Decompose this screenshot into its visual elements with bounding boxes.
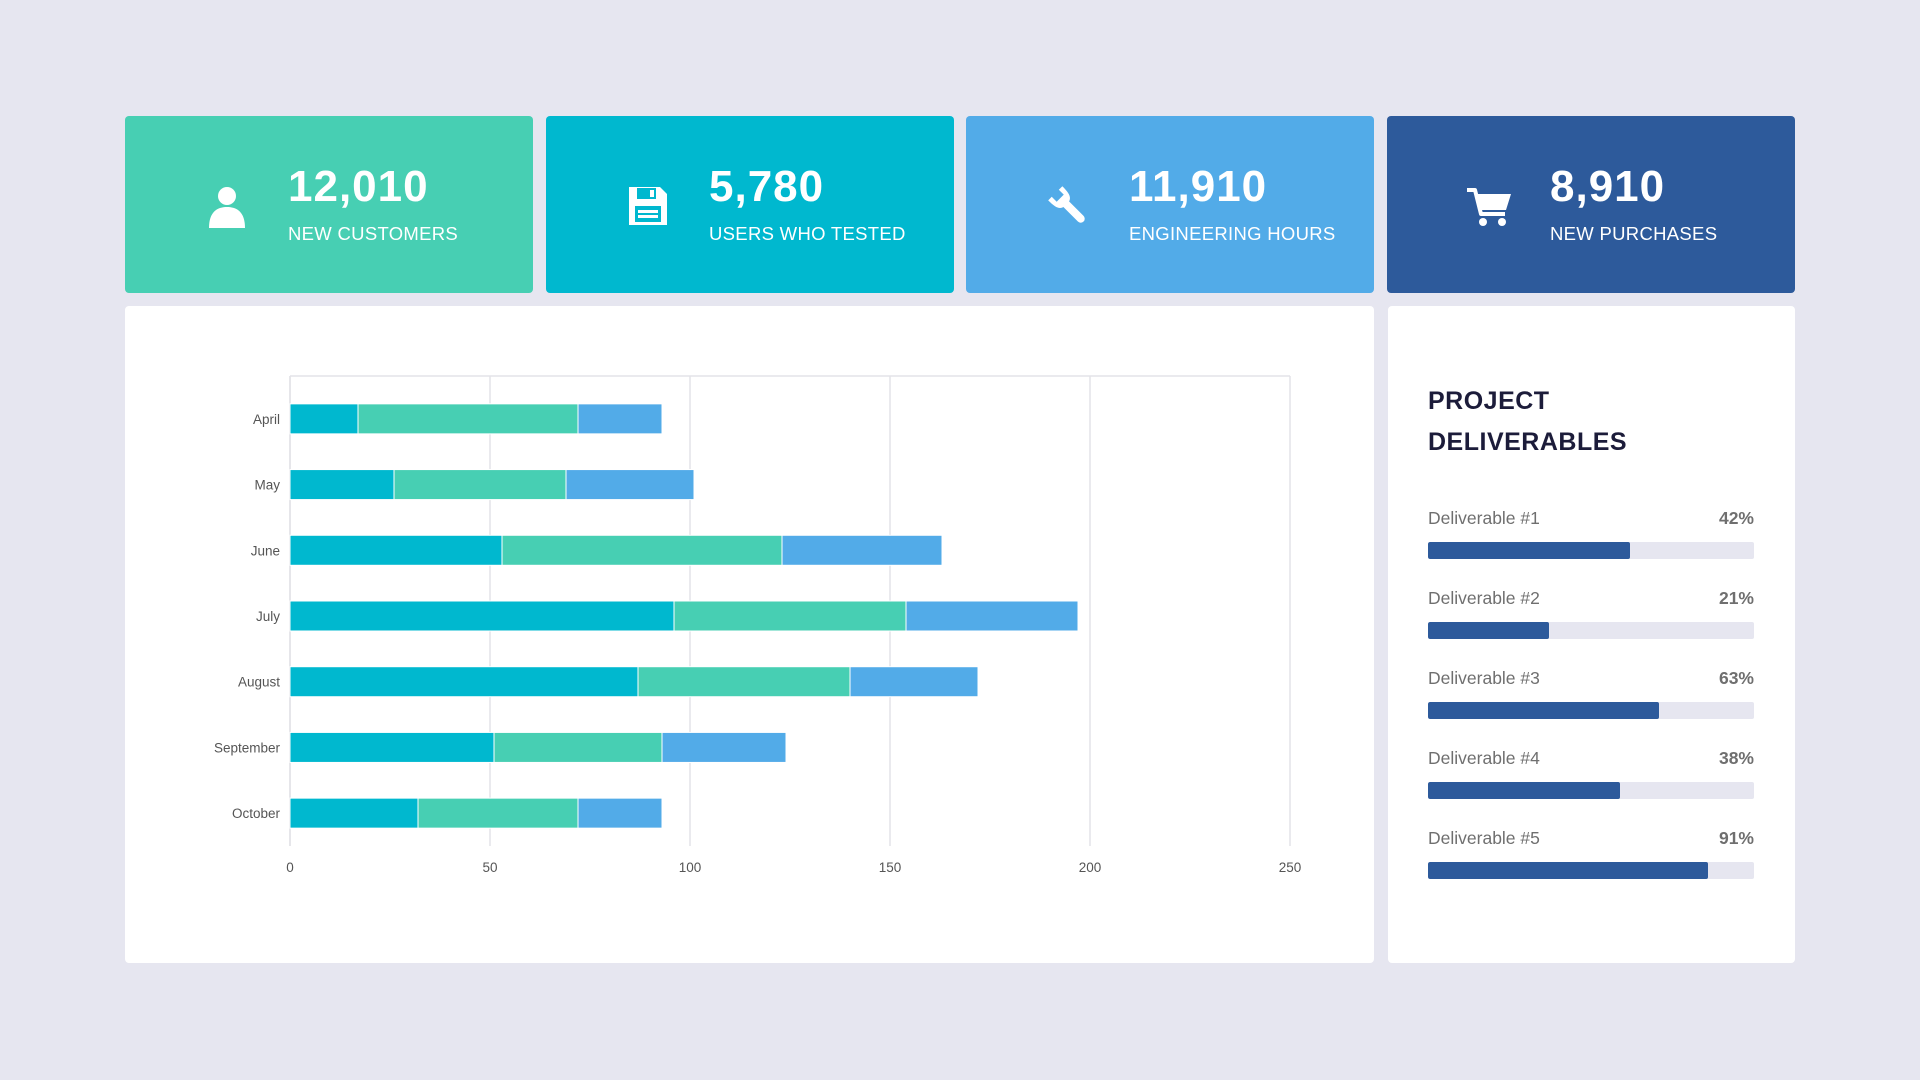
stat-label: USERS WHO TESTED xyxy=(709,223,906,244)
bar-segment xyxy=(577,403,663,435)
deliverable-name: Deliverable #5 xyxy=(1428,828,1540,848)
floppy-disk-icon xyxy=(629,187,667,225)
deliverable-percent: 38% xyxy=(1718,748,1754,768)
bar-segment xyxy=(577,797,663,829)
stacked-bar-chart: 0 50 100 150 200 250 April May June July August Sep… xyxy=(214,375,1302,875)
deliverables-panel: PROJECT DELIVERABLES Deliverable #1 42% De… xyxy=(1388,306,1795,963)
stat-card-users-who-tested: 5,780 USERS WHO TESTED xyxy=(546,116,954,293)
x-tick-label: 50 xyxy=(482,860,497,875)
bar-segment xyxy=(905,600,1079,632)
stat-value: 5,780 xyxy=(709,162,825,211)
x-tick-label: 0 xyxy=(286,860,294,875)
progress-fill xyxy=(1428,782,1621,799)
progress-fill xyxy=(1428,622,1549,639)
bar-segment xyxy=(781,534,943,566)
progress-fill xyxy=(1428,702,1660,719)
wrench-icon xyxy=(1048,186,1085,223)
y-tick-label: April xyxy=(253,412,280,427)
stat-card-engineering-hours: 11,910 ENGINEERING HOURS xyxy=(966,116,1374,293)
bar-segment xyxy=(661,731,787,763)
progress-track xyxy=(1428,622,1754,639)
deliverable-row: Deliverable #5 91% xyxy=(1428,828,1754,880)
deliverable-row: Deliverable #4 38% xyxy=(1428,748,1754,800)
bar-segment xyxy=(849,666,979,698)
bar-segment xyxy=(501,534,783,566)
deliverable-percent: 91% xyxy=(1718,828,1754,848)
deliverable-name: Deliverable #3 xyxy=(1428,668,1540,688)
y-tick-label: July xyxy=(256,609,280,624)
bar-segment xyxy=(357,403,579,435)
stat-value: 11,910 xyxy=(1129,162,1268,211)
x-tick-label: 150 xyxy=(879,860,902,875)
deliverable-row: Deliverable #1 42% xyxy=(1428,508,1754,560)
deliverable-row: Deliverable #3 63% xyxy=(1428,668,1754,720)
progress-track xyxy=(1428,542,1754,559)
y-tick-label: August xyxy=(238,675,280,690)
stat-label: NEW CUSTOMERS xyxy=(288,223,459,244)
bar-segment xyxy=(289,797,419,829)
bar-segment xyxy=(289,469,395,501)
deliverable-name: Deliverable #4 xyxy=(1428,748,1540,768)
bar-segment xyxy=(289,666,639,698)
deliverable-percent: 63% xyxy=(1718,668,1754,688)
y-tick-label: September xyxy=(214,740,281,755)
deliverable-percent: 42% xyxy=(1718,508,1754,528)
stat-card-new-purchases: 8,910 NEW PURCHASES xyxy=(1387,116,1795,293)
y-tick-label: June xyxy=(251,543,280,558)
shopping-cart-icon xyxy=(1467,188,1511,226)
user-icon xyxy=(209,187,245,228)
stat-value: 12,010 xyxy=(288,162,429,211)
bar-segment xyxy=(637,666,851,698)
x-tick-label: 200 xyxy=(1079,860,1102,875)
bar-segment xyxy=(565,469,695,501)
y-tick-label: May xyxy=(254,478,280,493)
bar-segment xyxy=(289,403,359,435)
bar-segment xyxy=(289,731,495,763)
stat-value: 8,910 xyxy=(1550,162,1666,211)
x-tick-label: 100 xyxy=(679,860,702,875)
bar-segment xyxy=(673,600,907,632)
deliverables-title: PROJECT DELIVERABLES xyxy=(1428,381,1768,463)
progress-track xyxy=(1428,782,1754,799)
progress-fill xyxy=(1428,862,1709,879)
bar-segment xyxy=(289,600,675,632)
progress-track xyxy=(1428,702,1754,719)
bar-segment xyxy=(289,534,503,566)
deliverable-name: Deliverable #2 xyxy=(1428,588,1540,608)
stat-label: NEW PURCHASES xyxy=(1550,223,1718,244)
bar-segment xyxy=(393,469,567,501)
deliverable-percent: 21% xyxy=(1718,588,1754,608)
x-tick-label: 250 xyxy=(1279,860,1302,875)
deliverable-name: Deliverable #1 xyxy=(1428,508,1540,528)
bar-segment xyxy=(417,797,579,829)
chart-panel: 0 50 100 150 200 250 April May June July August Sep… xyxy=(125,306,1374,963)
stat-label: ENGINEERING HOURS xyxy=(1129,223,1336,244)
bar-segment xyxy=(493,731,663,763)
y-tick-label: October xyxy=(232,806,281,821)
progress-fill xyxy=(1428,542,1631,559)
stat-card-new-customers: 12,010 NEW CUSTOMERS xyxy=(125,116,533,293)
deliverables-title-line1: PROJECT xyxy=(1428,387,1550,415)
deliverables-title-line2: DELIVERABLES xyxy=(1428,428,1628,456)
deliverable-row: Deliverable #2 21% xyxy=(1428,588,1754,640)
progress-track xyxy=(1428,862,1754,879)
